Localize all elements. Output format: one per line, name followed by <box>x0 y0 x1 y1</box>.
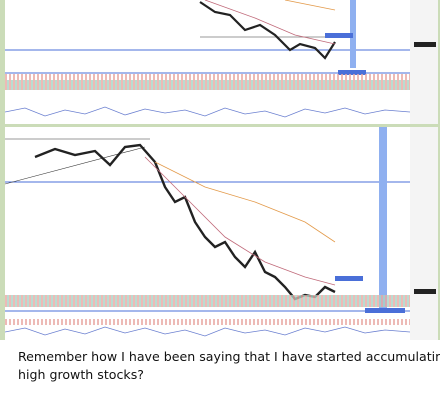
price-tag <box>414 42 436 47</box>
moving-average <box>154 161 336 243</box>
moving-average <box>284 0 336 11</box>
volume-bars <box>5 295 410 325</box>
chart-image-top <box>5 0 438 124</box>
moving-average <box>204 0 336 45</box>
price-candles <box>34 143 336 301</box>
price-candles <box>199 1 336 60</box>
message-line: high growth stocks? <box>18 367 144 382</box>
price-axis <box>410 0 438 124</box>
price-tag <box>325 33 353 38</box>
price-axis <box>410 127 438 340</box>
message-caption: Remember how I have been saying that I h… <box>0 340 440 400</box>
indicator <box>5 326 411 337</box>
chart-image-bottom <box>5 127 438 340</box>
price-tag <box>335 276 363 281</box>
message-line: Remember how I have been saying that I h… <box>18 349 440 364</box>
projection-bar <box>379 127 387 312</box>
trend-line <box>5 146 146 185</box>
price-tag <box>414 289 436 294</box>
moving-average <box>144 156 336 286</box>
volume-bars <box>5 68 410 102</box>
indicator <box>5 106 411 118</box>
